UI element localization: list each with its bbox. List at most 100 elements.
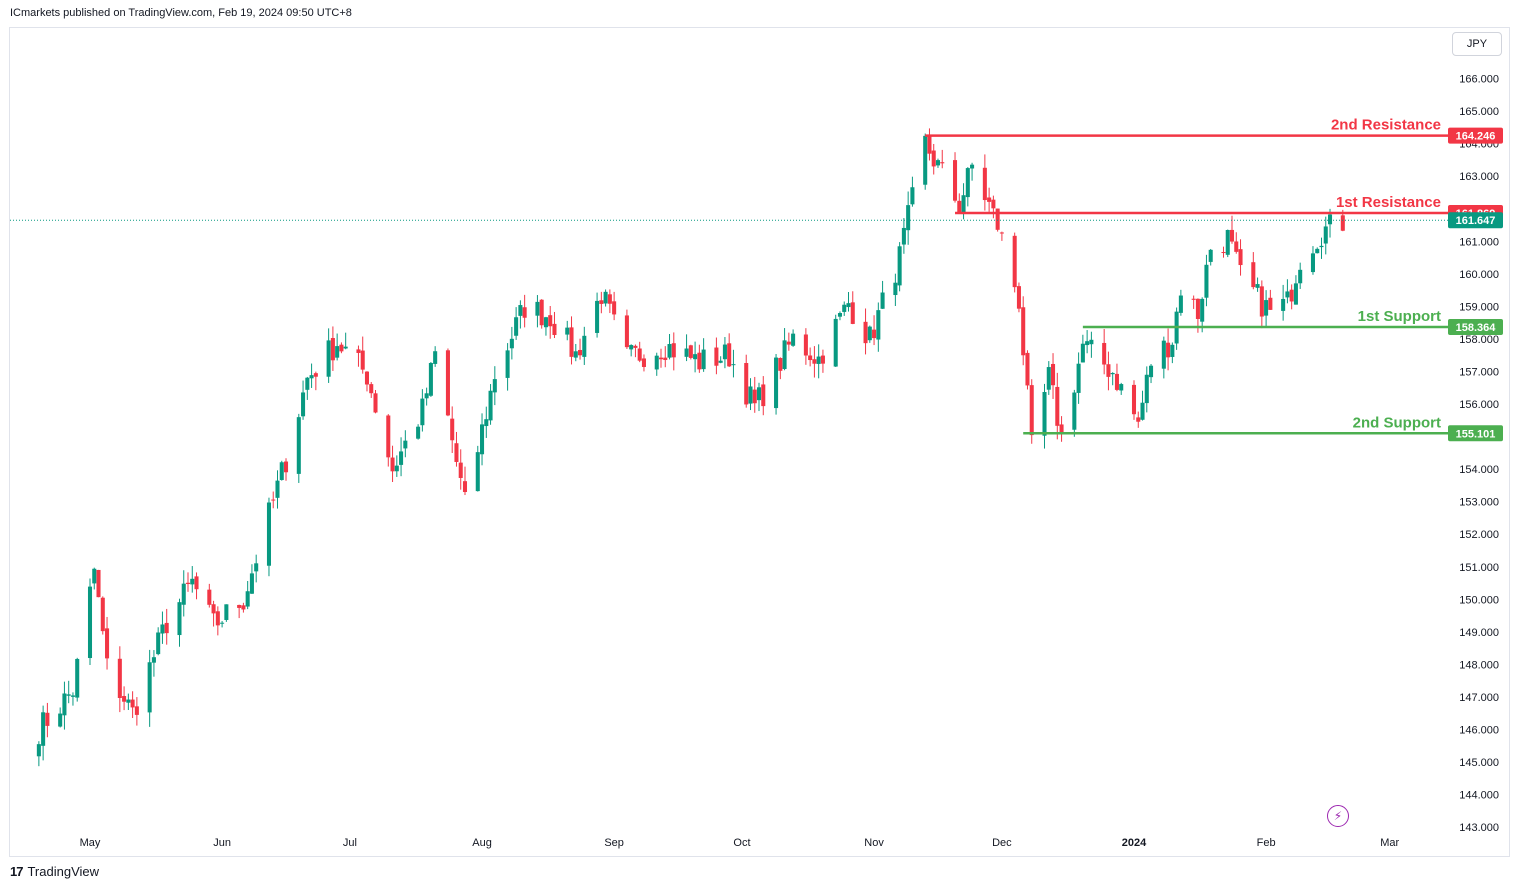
candle: [867, 325, 872, 343]
candle: [122, 686, 127, 711]
candle: [1208, 248, 1213, 266]
candle: [752, 376, 757, 413]
candle: [75, 657, 80, 702]
candle: [245, 580, 250, 610]
candle: [416, 424, 421, 440]
candle: [301, 380, 306, 420]
candle: [390, 445, 395, 482]
price-tick-label: 165.000: [1459, 106, 1499, 118]
price-tick-label: 157.000: [1459, 366, 1499, 378]
candle: [514, 307, 519, 340]
candle: [599, 291, 604, 314]
publish-info: ICmarkets published on TradingView.com, …: [10, 7, 352, 19]
candle: [893, 273, 898, 306]
candle: [906, 191, 911, 245]
candle: [697, 344, 702, 373]
candle: [445, 348, 450, 417]
candle: [535, 295, 540, 328]
candle: [87, 578, 93, 666]
price-tick-label: 156.000: [1459, 399, 1499, 411]
lightning-icon[interactable]: ⚡: [1327, 805, 1349, 827]
candle: [126, 693, 131, 710]
candle: [748, 378, 753, 411]
candle: [1140, 390, 1145, 421]
candle: [1102, 329, 1107, 375]
time-tick-label: May: [80, 837, 101, 849]
candle: [1131, 380, 1137, 420]
candle: [872, 315, 877, 346]
candle: [1315, 247, 1320, 254]
candle: [761, 376, 766, 416]
price-tick-label: 158.000: [1459, 334, 1499, 346]
candle: [458, 449, 463, 490]
candle: [1221, 246, 1226, 258]
time-tick-label: Mar: [1380, 837, 1399, 849]
candle: [220, 621, 225, 628]
price-tick-label: 153.000: [1459, 497, 1499, 509]
last-price-tag: [1448, 212, 1503, 229]
candle: [1055, 372, 1060, 440]
candle: [731, 349, 736, 378]
candle: [863, 308, 868, 355]
candle: [1170, 342, 1175, 364]
tradingview-mark-icon: 17: [10, 864, 24, 879]
candle: [727, 333, 732, 368]
candle: [1259, 280, 1264, 329]
last-price-tag-text: 161.647: [1456, 215, 1496, 227]
tradingview-logo[interactable]: 17 TradingView: [10, 864, 99, 879]
time-tick-label: Jun: [213, 837, 231, 849]
candle: [177, 598, 182, 647]
candle: [756, 382, 762, 412]
price-tick-label: 166.000: [1459, 74, 1499, 86]
price-axis: 166.000165.000164.000163.000162.000161.0…: [1459, 74, 1499, 835]
candle: [722, 337, 727, 369]
candle: [833, 314, 838, 367]
candle: [791, 329, 796, 347]
candle: [688, 344, 693, 360]
chart-frame[interactable]: [9, 27, 1510, 857]
candle: [92, 567, 97, 590]
candle: [1046, 361, 1051, 395]
price-tick-label: 148.000: [1459, 659, 1499, 671]
candle: [160, 611, 165, 644]
candlestick-series: [36, 128, 1345, 767]
candle: [842, 301, 847, 316]
candle: [1310, 246, 1315, 275]
candle: [117, 646, 122, 713]
candle: [774, 354, 779, 415]
candle: [1289, 284, 1294, 310]
currency-button[interactable]: JPY: [1452, 32, 1502, 56]
time-tick-label: Aug: [472, 837, 492, 849]
price-tick-label: 149.000: [1459, 627, 1499, 639]
candle: [837, 311, 842, 321]
price-tag: [1448, 319, 1503, 336]
candle: [41, 705, 46, 761]
candle: [1238, 239, 1243, 276]
candle: [207, 583, 212, 608]
candle: [629, 344, 634, 357]
price-tick-label: 160.000: [1459, 269, 1499, 281]
candle: [369, 382, 374, 398]
candle: [394, 455, 399, 477]
candle: [1174, 307, 1179, 350]
price-tick-label: 150.000: [1459, 594, 1499, 606]
candle: [1114, 363, 1119, 392]
candle: [156, 627, 161, 656]
resistance-label: 2nd Resistance: [1331, 117, 1441, 134]
candle: [953, 152, 958, 203]
candle: [518, 300, 523, 329]
candle: [420, 389, 425, 432]
candle: [339, 342, 344, 354]
candle: [1149, 363, 1154, 384]
support-label: 1st Support: [1358, 308, 1441, 325]
candle: [578, 338, 583, 360]
candle: [671, 332, 676, 371]
candle: [211, 600, 216, 627]
candle: [1085, 330, 1090, 354]
candle: [816, 344, 821, 379]
level-lines: 2nd Resistance 1st Resistance 1st Support 2…: [10, 117, 1448, 435]
candle: [876, 302, 881, 352]
price-tick-label: 144.000: [1459, 790, 1499, 802]
candle: [1089, 331, 1094, 358]
